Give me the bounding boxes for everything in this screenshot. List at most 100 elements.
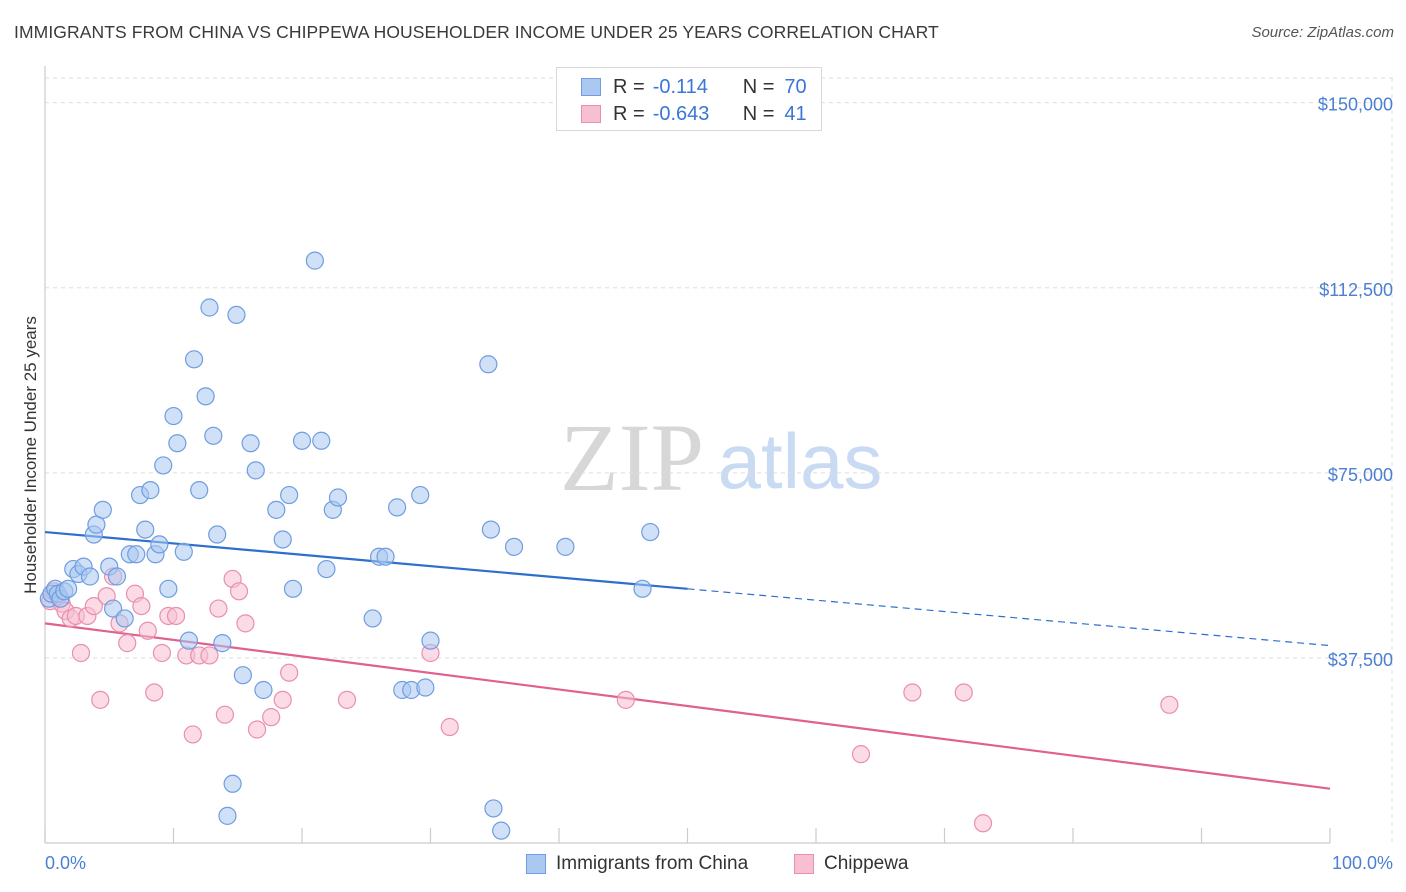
watermark: ZIP atlas (560, 404, 882, 511)
x-tick-label-min: 0.0% (45, 853, 86, 873)
chippewa-trend-line (44, 622, 1331, 790)
tick-labels: $37,500 $75,000 $112,500 $150,000 0.0% 100.0% (45, 95, 1393, 873)
chippewa-point (851, 745, 871, 764)
legend-n-label: N = (742, 102, 775, 125)
china-point (267, 500, 286, 519)
china-point (190, 481, 209, 500)
legend-row-china: R = -0.114 N = 70 (581, 75, 807, 99)
chippewa-point (132, 596, 151, 616)
chippewa-point (71, 643, 91, 663)
y-axis-label: Householder Income Under 25 years (21, 316, 40, 594)
chippewa-point (138, 621, 157, 640)
chippewa-point (262, 708, 281, 727)
correlation-legend: R = -0.114 N = 70 R = -0.643 N = 41 (556, 67, 822, 131)
data-points (39, 251, 1179, 840)
china-point (174, 542, 193, 561)
legend-r-value-chippewa: -0.643 (652, 102, 710, 125)
chippewa-point (209, 599, 228, 618)
chippewa-point (973, 814, 993, 833)
legend-r-label: R = (613, 102, 645, 125)
china-point (136, 520, 155, 539)
legend-swatch-chippewa (581, 105, 601, 123)
source-credit: Source: ZipAtlas.com (1251, 24, 1394, 41)
chippewa-point (118, 634, 137, 653)
china-point (115, 609, 134, 628)
china-point (633, 579, 652, 598)
legend-n-value-chippewa: 41 (784, 102, 807, 125)
china-point (363, 609, 382, 628)
china-point (107, 567, 127, 586)
chippewa-point (337, 690, 357, 709)
legend-n-value-china: 70 (784, 75, 807, 98)
chippewa-point (84, 596, 103, 616)
china-point (484, 799, 503, 818)
china-point (184, 350, 204, 369)
chippewa-point (280, 663, 299, 682)
china-point (387, 498, 407, 517)
chippewa-point (236, 614, 255, 633)
chippewa-point (166, 606, 186, 626)
china-point (641, 522, 660, 542)
china-point (223, 774, 242, 793)
china-point (159, 579, 178, 598)
china-point (93, 500, 112, 519)
watermark-atlas: atlas (718, 417, 883, 505)
chippewa-point (152, 643, 172, 663)
axes (44, 66, 1331, 844)
china-point (141, 481, 160, 500)
china-point (179, 631, 199, 650)
chippewa-point (954, 683, 973, 702)
china-point (556, 537, 575, 556)
china-point (479, 355, 498, 374)
china-point (283, 579, 303, 598)
china-point (317, 559, 336, 579)
china-point (305, 251, 324, 270)
china-point (481, 520, 500, 539)
bottom-legend-chippewa: Chippewa (794, 850, 909, 878)
y-tick-label: $75,000 (1328, 465, 1393, 485)
china-point (416, 678, 435, 697)
china-point (200, 298, 219, 317)
bottom-legend-china: Immigrants from China (526, 850, 748, 878)
legend-r-label: R = (613, 75, 645, 98)
china-point (411, 485, 430, 505)
trend-lines (44, 530, 1331, 790)
china-point (328, 488, 348, 507)
chippewa-point (903, 683, 922, 702)
chippewa-point (273, 690, 292, 709)
china-point (59, 579, 78, 598)
bottom-legend-swatch-chippewa (794, 854, 814, 874)
china-point (292, 431, 312, 450)
china-point (150, 535, 169, 554)
chippewa-point (440, 717, 459, 737)
china-point (254, 680, 273, 700)
chippewa-point (145, 683, 164, 702)
china-point (233, 666, 252, 685)
legend-n-label: N = (742, 75, 775, 98)
bottom-legend-label-chippewa: Chippewa (824, 853, 909, 874)
watermark-zip: ZIP (560, 404, 704, 511)
chippewa-point (229, 582, 249, 601)
china-point (492, 821, 511, 840)
y-tick-label: $37,500 (1328, 650, 1393, 670)
china-point (213, 634, 232, 653)
china-point (504, 537, 524, 556)
china-point (208, 525, 227, 544)
china-point (80, 567, 100, 586)
china-point (164, 406, 183, 426)
china-point (241, 434, 260, 453)
china-point (421, 631, 440, 650)
legend-row-chippewa: R = -0.643 N = 41 (581, 102, 807, 126)
china-trend-extrapolation (687, 588, 1331, 647)
bottom-legend-label-china: Immigrants from China (556, 853, 749, 874)
china-point (154, 456, 173, 475)
china-point (104, 599, 123, 618)
china-point (196, 387, 215, 406)
chippewa-point (1160, 695, 1179, 714)
legend-r-value-china: -0.114 (652, 75, 708, 98)
chippewa-point (200, 646, 219, 665)
bottom-legend-swatch-china (526, 854, 546, 874)
chippewa-point (91, 690, 110, 709)
china-point (168, 434, 187, 453)
